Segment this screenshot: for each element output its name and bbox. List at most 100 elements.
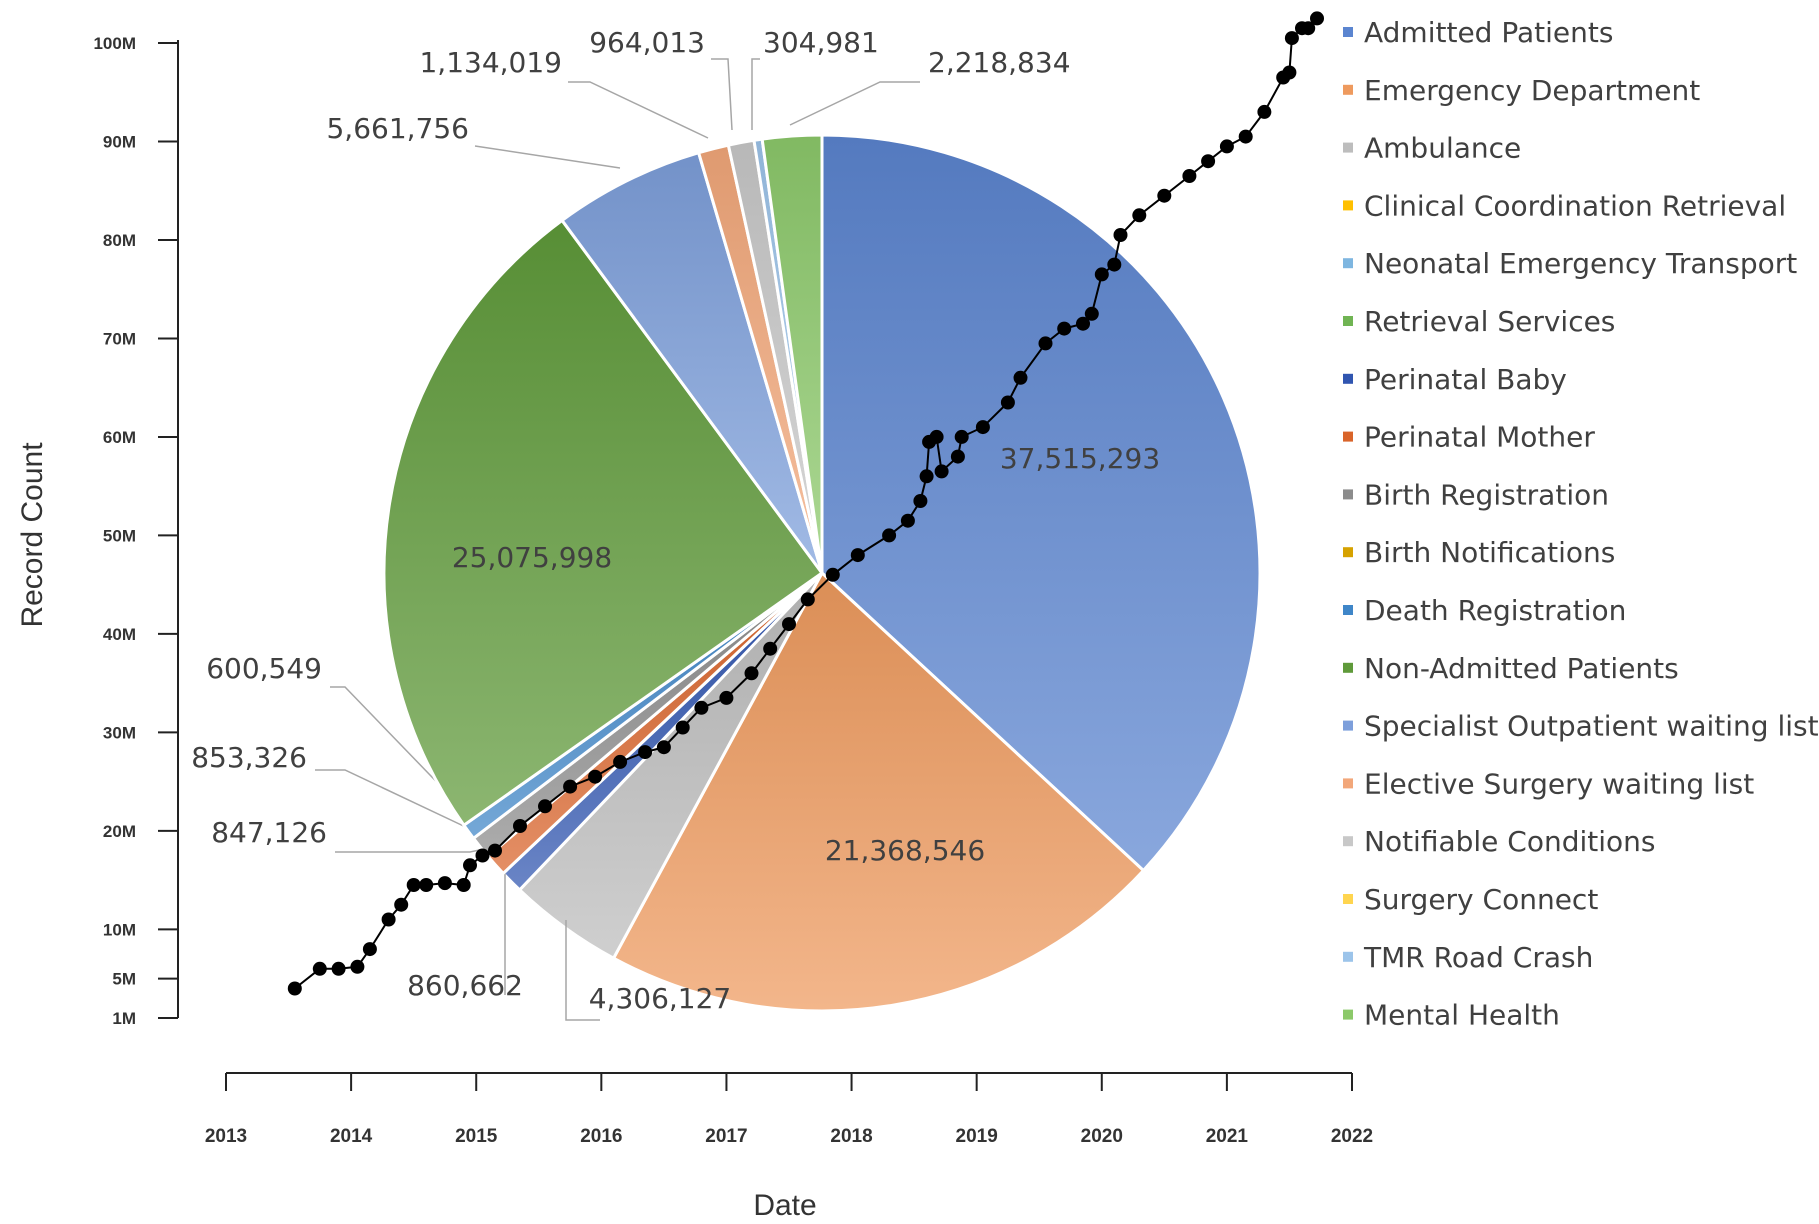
legend-label: Surgery Connect [1364, 883, 1598, 916]
y-tick-label: 50M [103, 526, 136, 545]
data-point [1084, 306, 1099, 321]
legend-label: Notifiable Conditions [1364, 825, 1656, 858]
pie-data-label: 4,306,127 [589, 982, 732, 1015]
data-point [1076, 316, 1090, 331]
leader-line [330, 686, 459, 805]
leader-line [568, 81, 709, 139]
data-point [475, 848, 490, 863]
data-point [613, 754, 628, 769]
legend-label: TMR Road Crash [1363, 941, 1593, 974]
line-chart [287, 11, 1324, 996]
data-point [1000, 395, 1015, 410]
y-tick-label: 1M [112, 1009, 136, 1028]
data-point [954, 429, 969, 444]
data-point [456, 878, 471, 892]
data-point [694, 700, 709, 715]
data-point [394, 897, 409, 912]
legend-swatch [1343, 489, 1353, 500]
legend-swatch [1343, 258, 1353, 269]
legend-swatch [1343, 27, 1353, 37]
data-point [656, 740, 671, 755]
pie-data-label: 853,326 [191, 741, 307, 774]
data-point [1310, 11, 1324, 26]
data-point [1284, 31, 1299, 46]
x-tick-label: 2020 [1081, 1126, 1123, 1147]
data-point [513, 819, 527, 833]
pie-chart: 37,515,293 21,368,546 4,306,127 860,662 847,… [191, 26, 1262, 1021]
legend-swatch [1343, 720, 1353, 731]
legend-swatch [1343, 431, 1353, 442]
legend-label: Elective Surgery waiting list [1364, 767, 1754, 800]
legend-swatch [1343, 200, 1353, 211]
data-point [675, 720, 690, 735]
pie-slice [820, 133, 1262, 873]
y-tick-label: 40M [103, 625, 136, 644]
data-point [913, 494, 928, 508]
data-point [1238, 129, 1253, 144]
data-point [312, 961, 327, 976]
data-point [1057, 321, 1072, 336]
legend-label: Clinical Coordination Retrieval [1364, 189, 1786, 222]
legend-label: Admitted Patients [1364, 16, 1613, 49]
data-point [825, 567, 840, 582]
legend-label: Death Registration [1364, 594, 1626, 627]
data-point [488, 843, 502, 858]
pie-data-label: 5,661,756 [326, 112, 469, 145]
data-point [782, 617, 796, 632]
data-point [350, 959, 365, 974]
legend: Admitted Patients Emergency Department Amb… [1343, 16, 1819, 1032]
data-point [1157, 188, 1172, 203]
leader-line [711, 58, 733, 131]
legend-label: Mental Health [1364, 999, 1560, 1032]
legend-swatch [1343, 142, 1353, 153]
legend-label: Ambulance [1364, 132, 1521, 165]
legend-label: Emergency Department [1364, 74, 1700, 107]
data-point [563, 779, 578, 794]
legend-swatch [1343, 836, 1353, 847]
pie-data-label: 1,134,019 [419, 46, 562, 79]
legend-swatch [1343, 547, 1353, 558]
legend-swatch [1343, 605, 1353, 615]
legend-label: Birth Registration [1364, 478, 1609, 511]
legend-swatch [1343, 951, 1353, 962]
data-point [538, 799, 552, 814]
data-point [1257, 104, 1272, 119]
y-tick-label: 80M [103, 231, 136, 250]
y-axis-title: Record Count [16, 442, 49, 628]
x-tick-label: 2015 [455, 1126, 498, 1147]
leader-line [315, 769, 473, 831]
data-point [1038, 336, 1053, 351]
data-point [437, 876, 452, 891]
data-point [900, 513, 915, 528]
data-point [362, 942, 377, 957]
data-point [1182, 169, 1197, 183]
legend-swatch [1343, 894, 1353, 904]
legend-label: Retrieval Services [1364, 305, 1615, 338]
data-point [1132, 208, 1147, 223]
leader-line [335, 845, 499, 853]
pie-slice [559, 150, 824, 574]
pie-data-label: 964,013 [589, 26, 705, 59]
y-tick-label: 100M [93, 34, 136, 53]
x-tick-label: 2013 [205, 1126, 247, 1147]
legend-label: Specialist Outpatient waiting list [1364, 710, 1819, 743]
data-point [463, 858, 477, 873]
data-point [719, 690, 734, 705]
pie-data-label: 304,981 [763, 26, 879, 59]
legend-swatch [1343, 316, 1353, 326]
data-point [744, 666, 759, 681]
data-point [919, 469, 934, 484]
data-point [1013, 370, 1028, 385]
x-tick-label: 2017 [705, 1126, 747, 1147]
legend-label: Birth Notifications [1364, 536, 1615, 569]
y-tick-label: 70M [103, 329, 136, 348]
pie-slice [760, 133, 824, 574]
x-tick-label: 2018 [830, 1126, 872, 1147]
data-point [419, 878, 434, 892]
legend-swatch [1343, 778, 1353, 789]
y-tick-label: 60M [103, 428, 136, 447]
data-point [800, 592, 815, 607]
data-point [1219, 139, 1234, 154]
y-tick-label: 90M [103, 132, 136, 151]
